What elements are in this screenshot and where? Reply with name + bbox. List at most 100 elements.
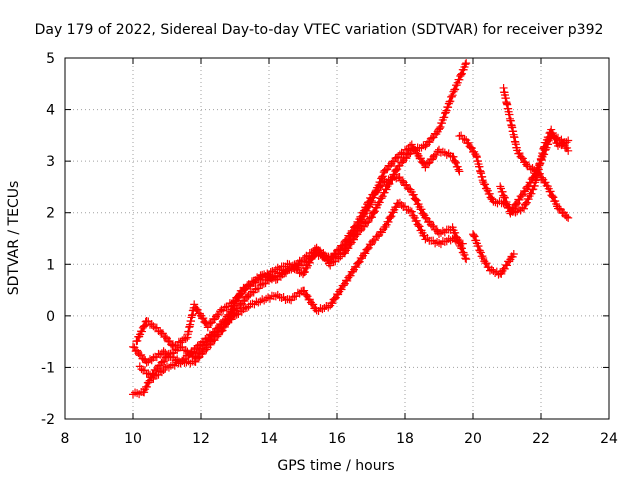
plus-point <box>442 106 451 115</box>
plus-point <box>217 327 226 336</box>
plus-point <box>152 323 161 332</box>
plus-point <box>469 231 478 240</box>
plus-point <box>476 248 485 257</box>
plus-point <box>370 207 379 216</box>
plus-point <box>206 319 215 328</box>
plus-point <box>416 154 425 163</box>
plus-point <box>419 209 428 218</box>
plus-point <box>526 165 535 174</box>
plus-point <box>129 342 137 351</box>
plus-point <box>415 222 424 231</box>
plus-point <box>237 289 246 298</box>
y-tick-label: 5 <box>46 51 55 67</box>
plus-point <box>397 201 406 210</box>
plus-point <box>455 75 464 84</box>
chart-title: Day 179 of 2022, Sidereal Day-to-day VTE… <box>35 22 604 38</box>
plus-point <box>390 157 399 166</box>
plus-point <box>544 140 553 149</box>
plus-point <box>547 132 556 141</box>
plus-point <box>448 91 457 100</box>
x-tick-label: 18 <box>396 431 414 447</box>
plus-point <box>142 382 151 391</box>
plus-point <box>160 357 169 366</box>
plus-point <box>309 300 318 309</box>
plus-point <box>174 337 183 346</box>
plus-point <box>534 163 543 172</box>
plus-point <box>391 167 400 176</box>
plus-point <box>436 122 445 131</box>
plus-point <box>446 236 455 245</box>
plus-point <box>406 206 415 215</box>
plus-point <box>457 131 466 140</box>
y-tick-label: -2 <box>41 412 55 428</box>
plus-point <box>451 85 460 94</box>
plus-point <box>546 187 555 196</box>
plus-point <box>358 215 367 224</box>
plus-point <box>330 294 339 303</box>
plus-point <box>156 367 165 376</box>
plus-point <box>481 180 490 189</box>
plus-point <box>242 303 251 312</box>
plus-point <box>254 284 263 293</box>
plus-point <box>337 285 346 294</box>
plus-point <box>181 334 190 343</box>
plus-point <box>264 293 273 302</box>
plus-point <box>404 205 413 214</box>
plus-point <box>453 236 462 245</box>
plus-point <box>395 150 404 159</box>
plus-point <box>520 204 528 213</box>
plus-point <box>366 200 375 209</box>
plus-point <box>246 280 255 289</box>
plus-point <box>421 235 430 244</box>
plus-point <box>249 277 258 286</box>
plus-point <box>461 60 470 69</box>
plus-point <box>241 284 250 293</box>
plus-point <box>482 259 491 268</box>
plus-point <box>299 261 307 270</box>
plus-point <box>511 208 520 217</box>
y-tick-label: -1 <box>41 360 55 376</box>
plus-point <box>378 172 387 181</box>
plus-point <box>509 204 518 213</box>
plus-point <box>256 281 265 290</box>
plus-point <box>266 274 275 283</box>
plus-point <box>455 167 464 176</box>
plus-point <box>199 314 208 323</box>
plus-point <box>302 258 311 267</box>
plus-point <box>462 255 471 264</box>
plus-point <box>352 263 361 272</box>
plus-point <box>376 178 385 187</box>
plus-point <box>355 221 364 230</box>
plus-point <box>399 149 408 158</box>
plus-point <box>487 265 496 274</box>
plus-point <box>432 225 441 234</box>
plus-point <box>361 249 370 258</box>
plus-point <box>474 242 483 251</box>
y-tick-label: 1 <box>46 257 55 273</box>
plus-point <box>281 267 290 276</box>
plus-point <box>541 145 550 154</box>
plus-point <box>144 369 153 378</box>
plus-point <box>549 193 558 202</box>
plus-point <box>451 157 460 166</box>
plus-point <box>417 205 426 214</box>
grid <box>65 58 609 419</box>
series-track-4 <box>135 140 464 383</box>
plus-point <box>412 216 421 225</box>
plus-point <box>542 143 551 152</box>
plus-point <box>369 193 378 202</box>
plus-point <box>458 239 467 248</box>
plus-point <box>457 70 466 79</box>
plus-point <box>495 197 504 206</box>
plus-point <box>363 206 372 215</box>
plus-point <box>509 249 518 258</box>
x-tick-labels: 8 10 12 14 16 18 20 22 24 <box>61 431 618 447</box>
plus-point <box>435 124 444 133</box>
plus-point <box>564 136 573 145</box>
plus-point <box>421 163 430 172</box>
plus-point <box>409 190 418 199</box>
plus-point <box>402 145 411 154</box>
plus-point <box>540 150 549 159</box>
plus-point <box>229 297 238 306</box>
plus-point <box>387 212 396 221</box>
